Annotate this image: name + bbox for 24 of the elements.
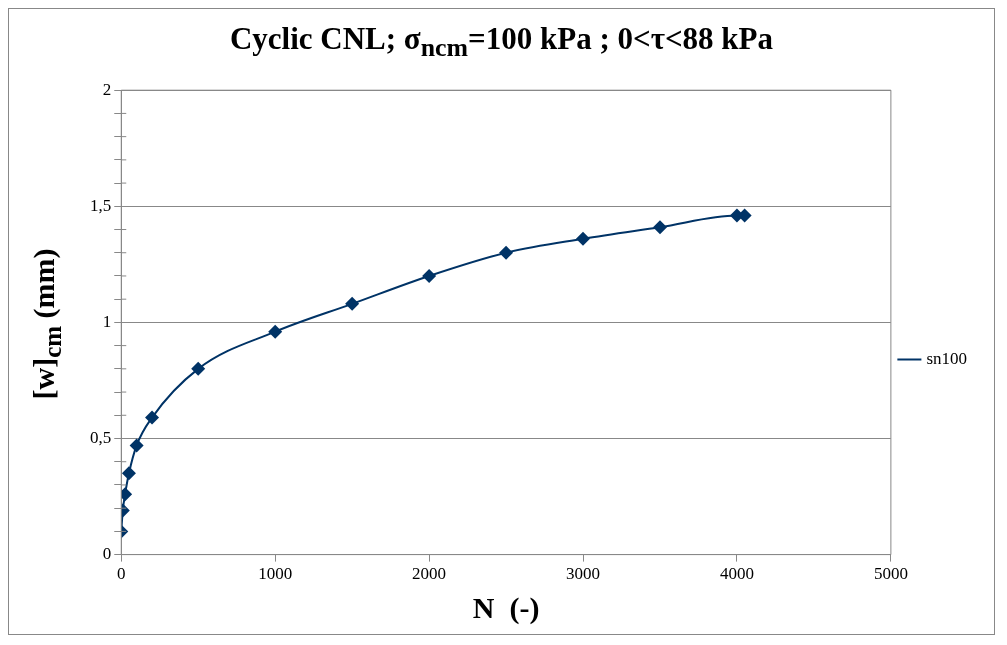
point (576, 231, 591, 246)
y-tick-label: 0,5 (90, 427, 112, 447)
chart-title: Cyclic CNL; σ$_{ncm}$=100 kPa ; 0<τ<88 kPa (228, 21, 775, 64)
point (145, 410, 160, 425)
x-axis-title: N (-) (472, 590, 540, 625)
y-tick-label: 0 (102, 544, 112, 564)
point (268, 324, 283, 339)
point (345, 296, 360, 311)
point (129, 438, 144, 453)
legend-label: sn100 (926, 348, 968, 368)
y-tick-label: 1,5 (90, 195, 112, 215)
x-tick-label: 1000 (258, 564, 293, 584)
y-tick-label: 1 (102, 311, 112, 331)
point (652, 220, 667, 235)
x-tick-label: 2000 (412, 564, 447, 584)
point (121, 466, 136, 481)
x-tick-label: 5000 (873, 564, 908, 584)
x-tick-label: 0 (117, 564, 126, 584)
point (191, 361, 206, 376)
x-tick-label: 4000 (719, 564, 754, 584)
x-tick-label: 3000 (566, 564, 601, 584)
point (422, 268, 437, 283)
y-tick-label: 2 (102, 79, 112, 99)
point (499, 245, 514, 260)
